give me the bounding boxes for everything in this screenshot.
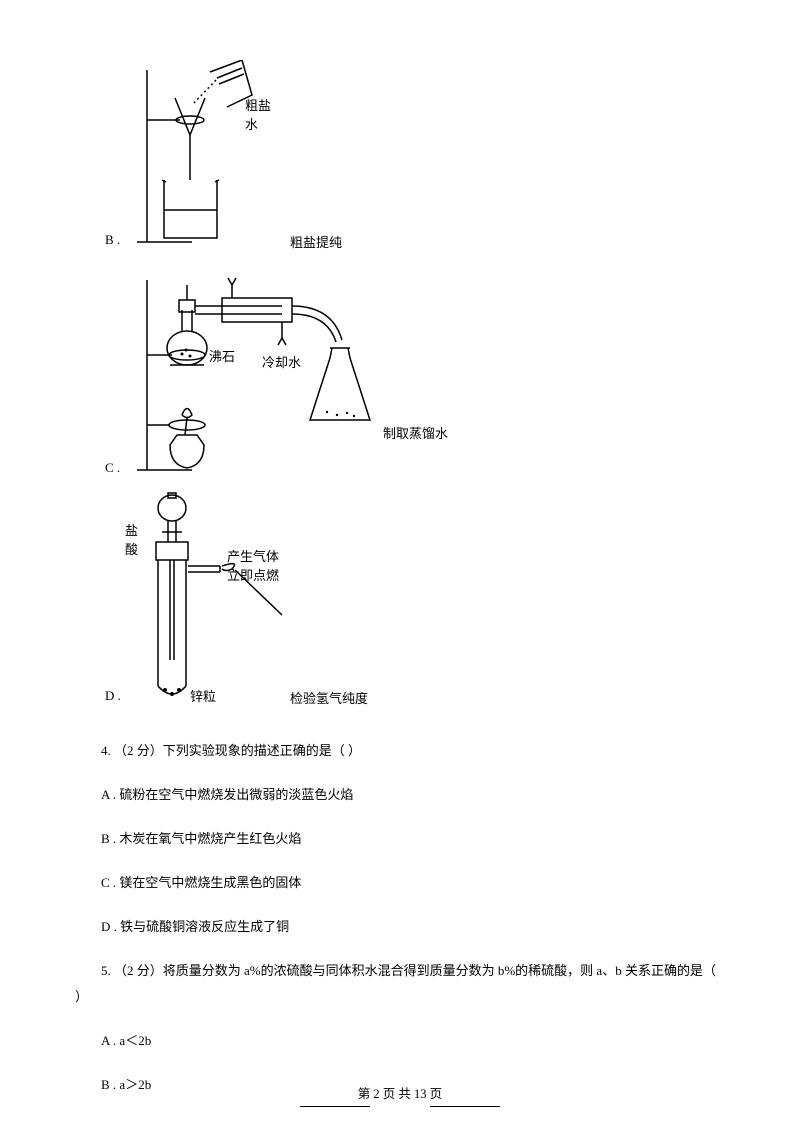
option-b-letter: B . xyxy=(105,232,120,248)
option-b-row: B . 粗盐水 粗盐提纯 xyxy=(75,60,725,260)
figure-b: 粗盐水 xyxy=(132,60,282,255)
option-d-label: 检验氢气纯度 xyxy=(290,688,368,707)
figure-d-annot4: 锌粒 xyxy=(190,686,216,705)
figure-b-annot1: 粗盐水 xyxy=(245,95,282,133)
q4-option-d: D . 铁与硫酸铜溶液反应生成了铜 xyxy=(75,914,725,940)
option-c-letter: C . xyxy=(105,460,120,476)
page-footer: 第 2 页 共 13 页 xyxy=(0,1083,800,1102)
q4-option-b: B . 木炭在氧气中燃烧产生红色火焰 xyxy=(75,826,725,852)
figure-c: 沸石 冷却水 xyxy=(132,270,432,485)
q4-stem: 4. （2 分）下列实验现象的描述正确的是（ ） xyxy=(75,738,725,764)
figure-d: 盐酸 产生气体 立即点燃 锌粒 xyxy=(132,490,342,710)
figure-d-annot3: 立即点燃 xyxy=(227,565,279,584)
figure-c-annot2: 冷却水 xyxy=(262,352,301,371)
q4-option-c: C . 镁在空气中燃烧生成黑色的固体 xyxy=(75,870,725,896)
figure-d-annot2: 产生气体 xyxy=(227,546,279,565)
footer-line-left xyxy=(300,1106,370,1107)
figure-b-svg xyxy=(132,60,282,250)
option-c-label: 制取蒸馏水 xyxy=(383,423,448,442)
footer-line-right xyxy=(430,1106,500,1107)
q5-stem: 5. （2 分）将质量分数为 a%的浓硫酸与同体积水混合得到质量分数为 b%的稀… xyxy=(75,958,725,1010)
option-d-letter: D . xyxy=(105,688,121,704)
figure-c-annot1: 沸石 xyxy=(209,346,235,365)
figure-c-svg xyxy=(132,270,432,480)
figure-d-svg xyxy=(132,490,342,705)
q5-option-a: A . a＜2b xyxy=(75,1028,725,1054)
option-b-label: 粗盐提纯 xyxy=(290,232,342,251)
option-c-row: C . xyxy=(75,260,725,485)
q5-stem-text: 5. （2 分）将质量分数为 a%的浓硫酸与同体积水混合得到质量分数为 b%的稀… xyxy=(75,963,716,1004)
q4-option-a: A . 硫粉在空气中燃烧发出微弱的淡蓝色火焰 xyxy=(75,782,725,808)
option-d-row: D . xyxy=(75,485,725,720)
figure-d-annot1: 盐酸 xyxy=(125,520,140,558)
